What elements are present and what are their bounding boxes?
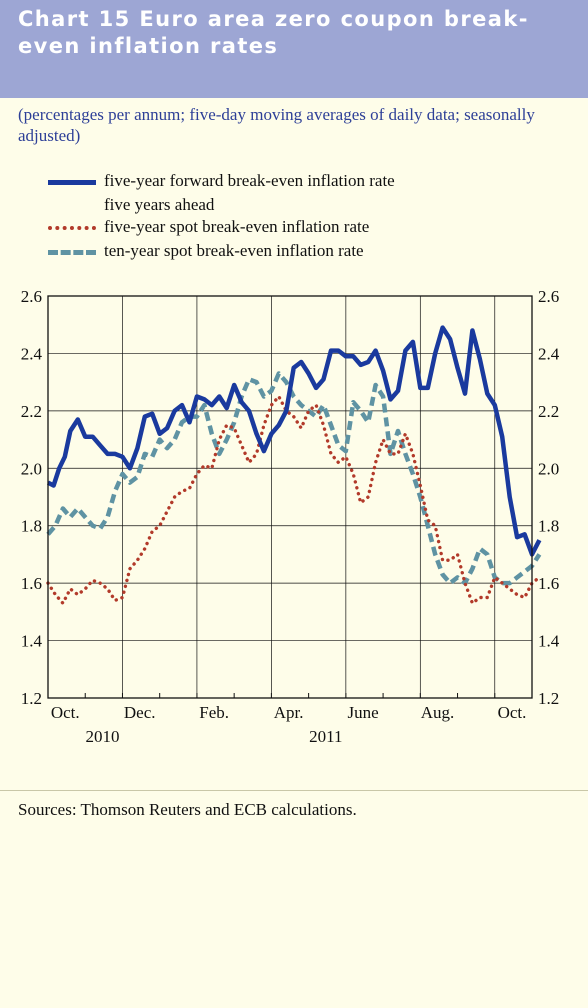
axis-ticks (47, 693, 533, 698)
divider (0, 790, 588, 791)
chart-subtitle: (percentages per annum; five-day moving … (18, 105, 535, 145)
x-year-label: 2010 (85, 727, 119, 746)
x-tick-label: Oct. (51, 703, 80, 722)
plot-frame (47, 295, 533, 699)
legend-label-five-year-spot: five-year spot break-even inflation rate (104, 217, 370, 236)
legend-swatch-ten-year-spot (48, 250, 96, 255)
title-band: Chart 15 Euro area zero coupon break-eve… (0, 0, 588, 98)
y-tick-label-right: 1.6 (538, 574, 559, 593)
y-tick-label-right: 2.6 (538, 287, 559, 306)
y-tick-label-left: 1.8 (21, 517, 42, 536)
y-tick-label-left: 1.4 (21, 632, 43, 651)
axis-labels: 1.2 1.2 1.4 1.4 1.6 1.6 1.8 1.8 2.0 2.0 2.2 2.2 2.4 2… (21, 287, 560, 746)
series-lines (46, 325, 542, 605)
series-line-dotted (46, 394, 542, 605)
y-tick-label-right: 2.4 (538, 344, 560, 363)
y-tick-label-right: 1.4 (538, 632, 560, 651)
y-tick-label-left: 2.6 (21, 287, 42, 306)
y-tick-label-right: 2.0 (538, 459, 559, 478)
chart-title: Chart 15 Euro area zero coupon break-eve… (18, 7, 529, 58)
y-tick-label-left: 2.2 (21, 402, 42, 421)
y-tick-label-left: 1.2 (21, 689, 42, 708)
line-chart: 1.2 1.2 1.4 1.4 1.6 1.6 1.8 1.8 2.0 2.0 2.2 2.2 2.4 2… (21, 287, 560, 746)
y-tick-label-left: 2.4 (21, 344, 43, 363)
x-year-label: 2011 (309, 727, 342, 746)
legend-swatch-five-year-spot (48, 226, 96, 230)
x-tick-label: Apr. (274, 703, 304, 722)
y-tick-label-left: 1.6 (21, 574, 42, 593)
y-tick-label-right: 2.2 (538, 402, 559, 421)
x-tick-label: Oct. (498, 703, 527, 722)
y-tick-label-left: 2.0 (21, 459, 42, 478)
legend-label-forward-line1: five-year forward break-even inflation r… (104, 171, 395, 190)
legend-label-ten-year-spot: ten-year spot break-even inflation rate (104, 241, 364, 260)
grid-lines (48, 296, 532, 698)
series-line-dashed (46, 371, 542, 586)
series-line-solid (46, 325, 542, 557)
y-tick-label-right: 1.2 (538, 689, 559, 708)
legend-swatch-forward (48, 180, 96, 185)
y-tick-label-right: 1.8 (538, 517, 559, 536)
x-tick-label: Feb. (199, 703, 229, 722)
sources-note: Sources: Thomson Reuters and ECB calcula… (18, 800, 357, 819)
x-tick-label: June (347, 703, 378, 722)
legend-label-forward-line2: five years ahead (104, 195, 215, 214)
x-tick-label: Dec. (124, 703, 156, 722)
x-tick-label: Aug. (421, 703, 455, 722)
